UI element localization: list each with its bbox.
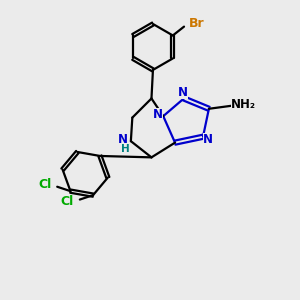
Text: N: N <box>153 108 163 121</box>
Text: Cl: Cl <box>61 195 74 208</box>
Text: Br: Br <box>189 16 204 30</box>
Text: H: H <box>121 143 130 154</box>
Text: N: N <box>203 133 213 146</box>
Text: N: N <box>178 86 188 99</box>
Text: N: N <box>118 133 128 146</box>
Text: Cl: Cl <box>38 178 51 191</box>
Text: NH₂: NH₂ <box>231 98 256 111</box>
